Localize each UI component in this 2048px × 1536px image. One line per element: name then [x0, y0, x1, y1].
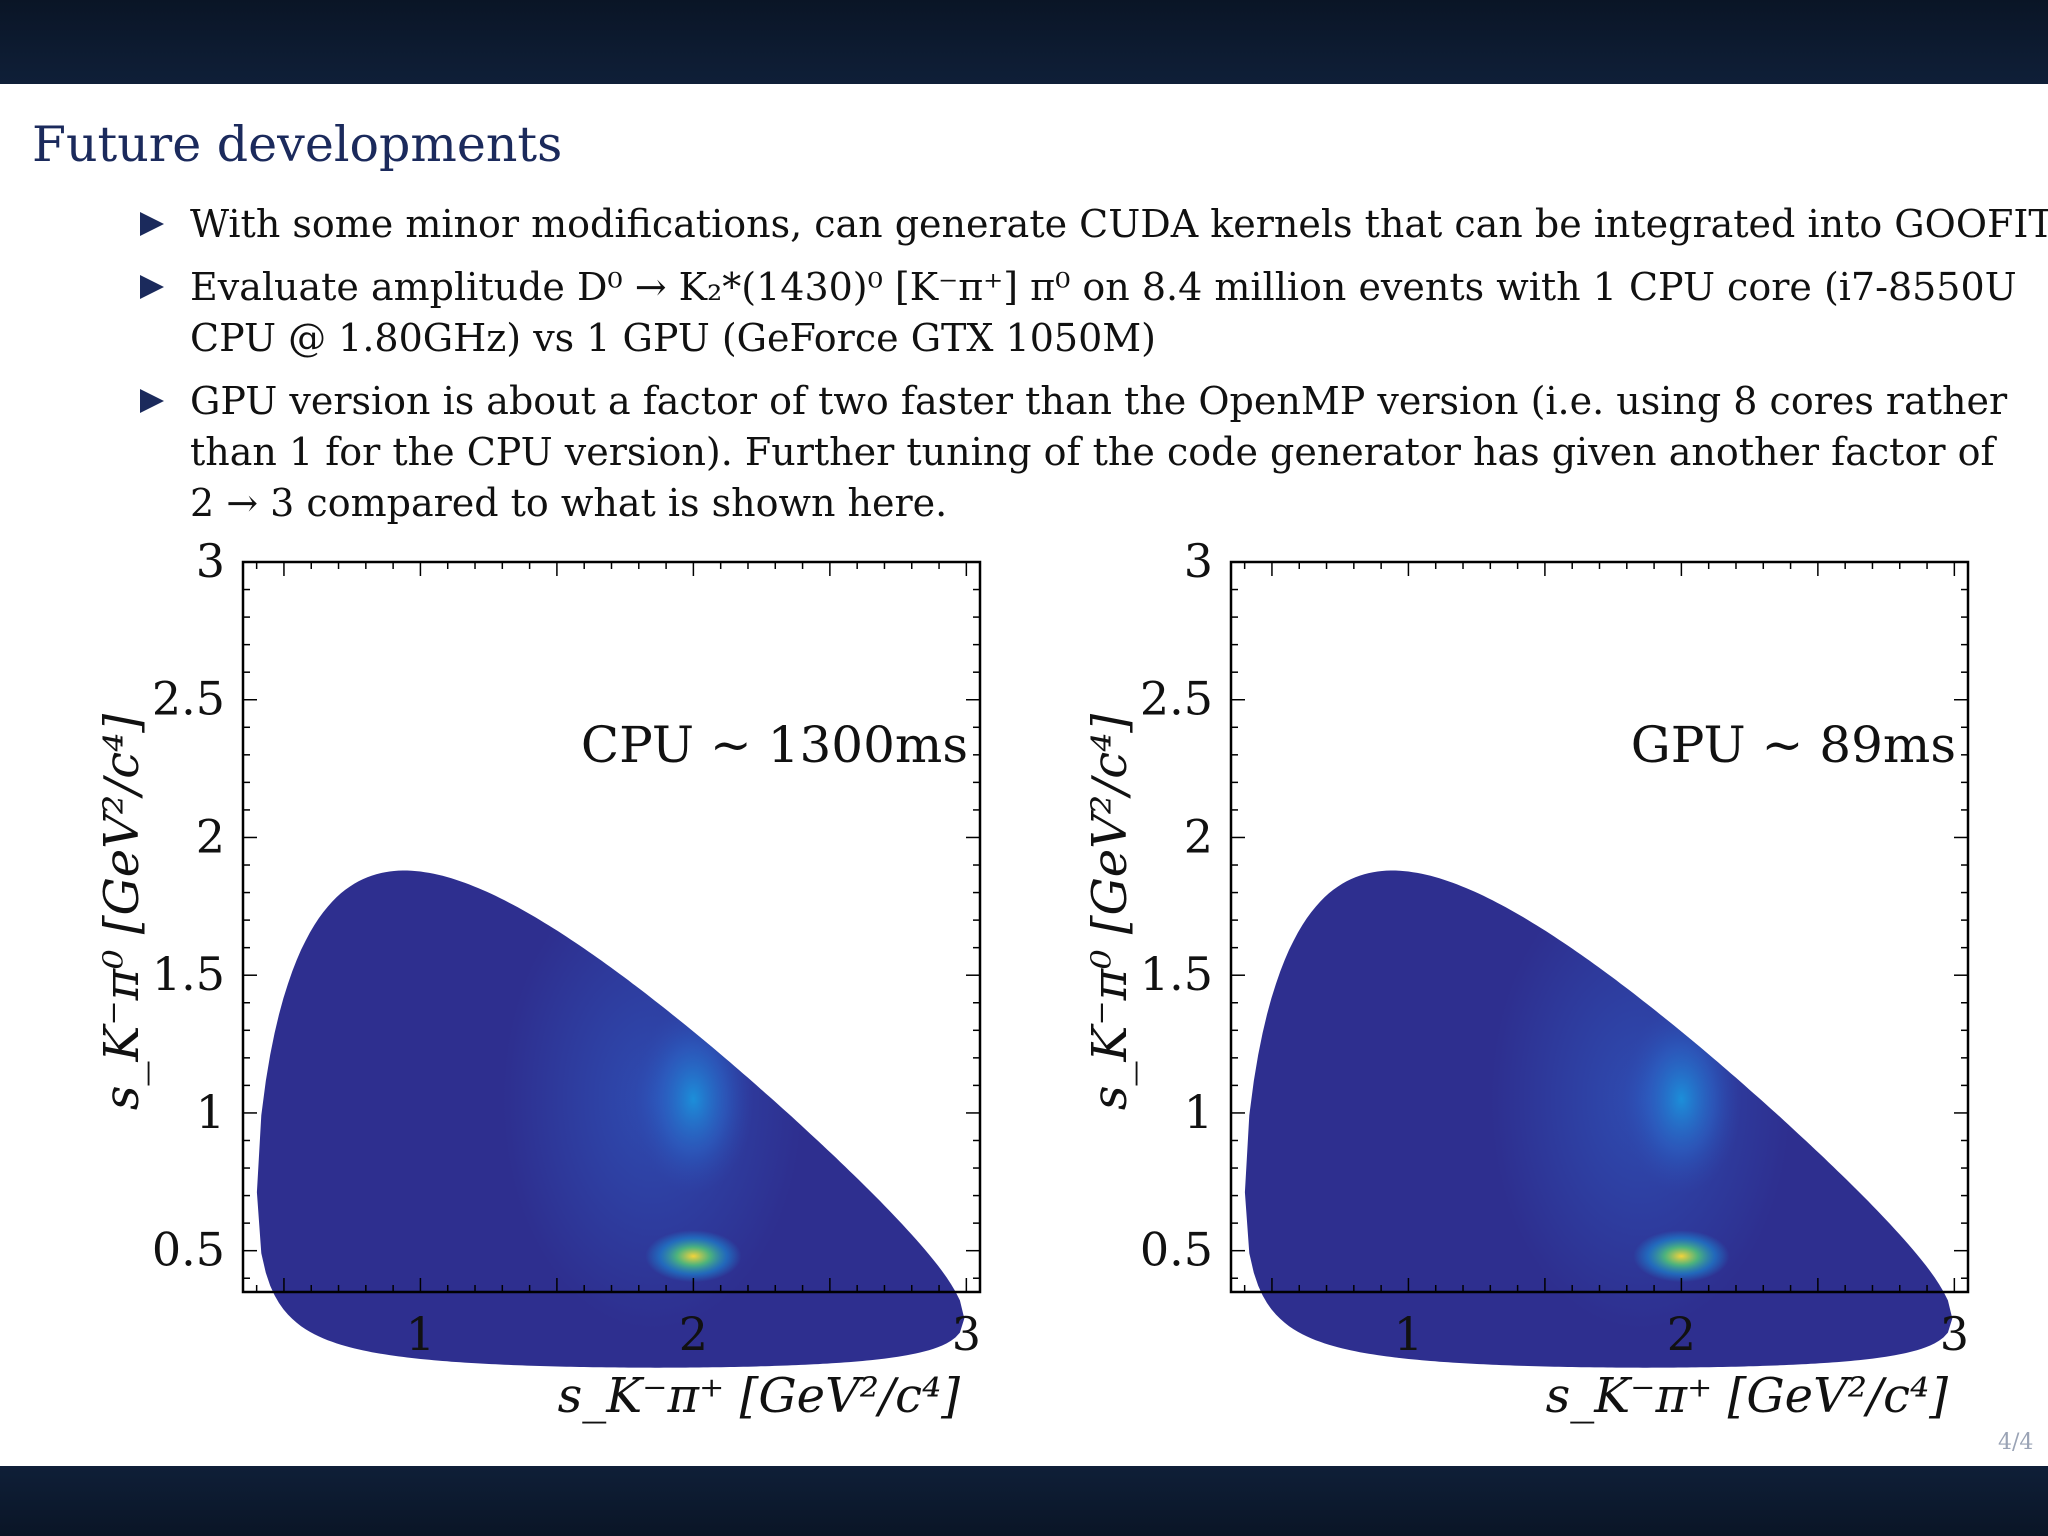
- density-hotspot-2: [666, 905, 748, 979]
- x-tick-label: 1: [406, 1307, 435, 1361]
- bottom-bar: [0, 1466, 2048, 1536]
- density-hotspot-3: [1621, 1004, 1742, 1195]
- y-tick-label: 3: [1184, 540, 1213, 588]
- dalitz-plot-cpu: 1 2 3 0.5 1 1.5 2 2.5 3 s_K⁻π⁺ [GeV²/c⁴] s_K⁻π⁰ [G…: [60, 540, 1020, 1460]
- top-bar: [0, 0, 2048, 84]
- y-tick-label: 0.5: [1140, 1223, 1213, 1277]
- bullet-line: Evaluate amplitude D⁰ → K₂*(1430)⁰ [K⁻π⁺…: [190, 265, 2017, 309]
- x-tick-label: 1: [1394, 1307, 1423, 1361]
- y-axis-label: s_K⁻π⁰ [GeV²/c⁴]: [94, 714, 150, 1111]
- bullet-line: than 1 for the CPU version). Further tun…: [190, 430, 1995, 474]
- y-tick-label: 2: [196, 809, 225, 863]
- bullet-triangle-icon: [140, 212, 164, 236]
- dalitz-plot-gpu: 1 2 3 0.5 1 1.5 2 2.5 3 s_K⁻π⁺ [GeV²/c⁴] s_K⁻π⁰ [G…: [1048, 540, 2008, 1460]
- bullet-item: Evaluate amplitude D⁰ → K₂*(1430)⁰ [K⁻π⁺…: [140, 262, 2017, 364]
- y-tick-label: 1: [196, 1085, 225, 1139]
- bullet-line: With some minor modifications, can gener…: [190, 202, 2048, 246]
- x-tick-label: 2: [1667, 1307, 1696, 1361]
- x-tick-label: 3: [952, 1307, 981, 1361]
- y-tick-label: 1.5: [1140, 947, 1213, 1001]
- bullet-triangle-icon: [140, 389, 164, 413]
- bullet-text: GPU version is about a factor of two fas…: [190, 376, 2007, 529]
- y-tick-label: 1.5: [152, 947, 225, 1001]
- dalitz-heatmap-svg: 1 2 3 0.5 1 1.5 2 2.5 3 s_K⁻π⁺ [GeV²/c⁴] s_K⁻π⁰ [G…: [1082, 540, 1970, 1424]
- y-tick-label: 2.5: [152, 672, 225, 726]
- density-hotspot-2: [1654, 905, 1736, 979]
- page-number: 4/4: [1998, 1430, 2034, 1455]
- bullet-text: Evaluate amplitude D⁰ → K₂*(1430)⁰ [K⁻π⁺…: [190, 262, 2017, 364]
- bullet-line: GPU version is about a factor of two fas…: [190, 379, 2008, 423]
- y-tick-label: 2.5: [1140, 672, 1213, 726]
- density-hotspot-1: [645, 1230, 742, 1283]
- bullet-item: GPU version is about a factor of two fas…: [140, 376, 2007, 529]
- y-tick-label: 1: [1184, 1085, 1213, 1139]
- dalitz-heatmap-svg: 1 2 3 0.5 1 1.5 2 2.5 3 s_K⁻π⁺ [GeV²/c⁴] s_K⁻π⁰ [G…: [94, 540, 982, 1424]
- y-tick-label: 0.5: [152, 1223, 225, 1277]
- x-tick-label: 2: [679, 1307, 708, 1361]
- axis-ticks: [243, 562, 980, 1292]
- density-hotspot-3: [633, 1004, 754, 1195]
- bullet-triangle-icon: [140, 275, 164, 299]
- x-tick-label: 3: [1940, 1307, 1969, 1361]
- bullet-line: CPU @ 1.80GHz) vs 1 GPU (GeForce GTX 105…: [190, 316, 1156, 360]
- y-axis-label: s_K⁻π⁰ [GeV²/c⁴]: [1082, 714, 1138, 1111]
- bullet-text: With some minor modifications, can gener…: [190, 199, 2048, 250]
- axis-ticks: [1231, 562, 1968, 1292]
- y-tick-label: 3: [196, 540, 225, 588]
- bullet-line: 2 → 3 compared to what is shown here.: [190, 481, 948, 525]
- x-axis-label: s_K⁻π⁺ [GeV²/c⁴]: [558, 1368, 961, 1424]
- y-tick-label: 2: [1184, 809, 1213, 863]
- timing-annotation: CPU ~ 1300ms: [581, 716, 968, 774]
- x-axis-label: s_K⁻π⁺ [GeV²/c⁴]: [1546, 1368, 1949, 1424]
- bullet-item: With some minor modifications, can gener…: [140, 199, 2048, 250]
- timing-annotation: GPU ~ 89ms: [1631, 716, 1956, 774]
- frame-title: Future developments: [32, 116, 563, 173]
- density-hotspot-1: [1633, 1230, 1730, 1283]
